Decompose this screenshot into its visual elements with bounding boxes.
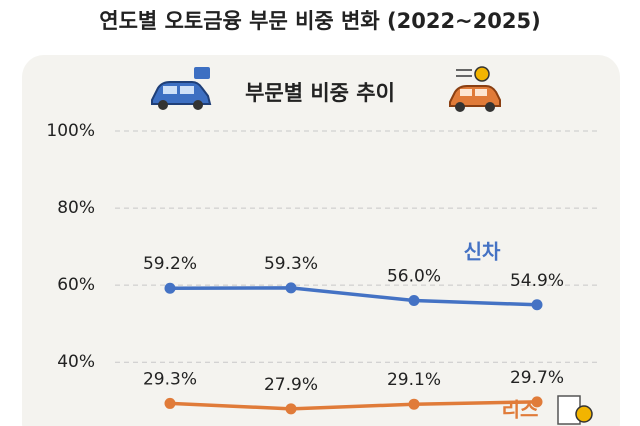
series-line: [169, 286, 538, 307]
value-label: 29.7%: [510, 368, 564, 388]
point: [531, 299, 543, 311]
point: [408, 398, 420, 410]
series-label: 리스: [502, 398, 539, 422]
point: [531, 396, 543, 408]
value-label: 56.0%: [387, 267, 441, 287]
car-icon-blue: [151, 67, 212, 110]
chart-subtitle: 부문별 비중 추이: [245, 81, 395, 105]
document-icon: [557, 395, 593, 425]
value-label: 29.1%: [387, 370, 441, 390]
value-label: 27.9%: [264, 375, 318, 395]
y-tick-label: 80%: [57, 198, 95, 218]
y-tick-label: 60%: [57, 275, 95, 295]
car-icon-orange: [449, 66, 501, 112]
value-label: 59.2%: [143, 254, 197, 274]
chart-title: 연도별 오토금융 부문 비중 변화 (2022~2025): [99, 9, 540, 33]
series-label: 신차: [464, 239, 501, 263]
value-label: 29.3%: [143, 369, 197, 389]
point: [285, 403, 297, 415]
value-label: 54.9%: [510, 271, 564, 291]
y-tick-label: 100%: [46, 121, 95, 141]
series-line: [169, 400, 538, 411]
point: [164, 282, 176, 294]
point: [164, 397, 176, 409]
value-label: 59.3%: [264, 254, 318, 274]
panel: [22, 55, 620, 426]
point: [408, 295, 420, 307]
point: [285, 282, 297, 294]
y-tick-label: 40%: [57, 352, 95, 372]
